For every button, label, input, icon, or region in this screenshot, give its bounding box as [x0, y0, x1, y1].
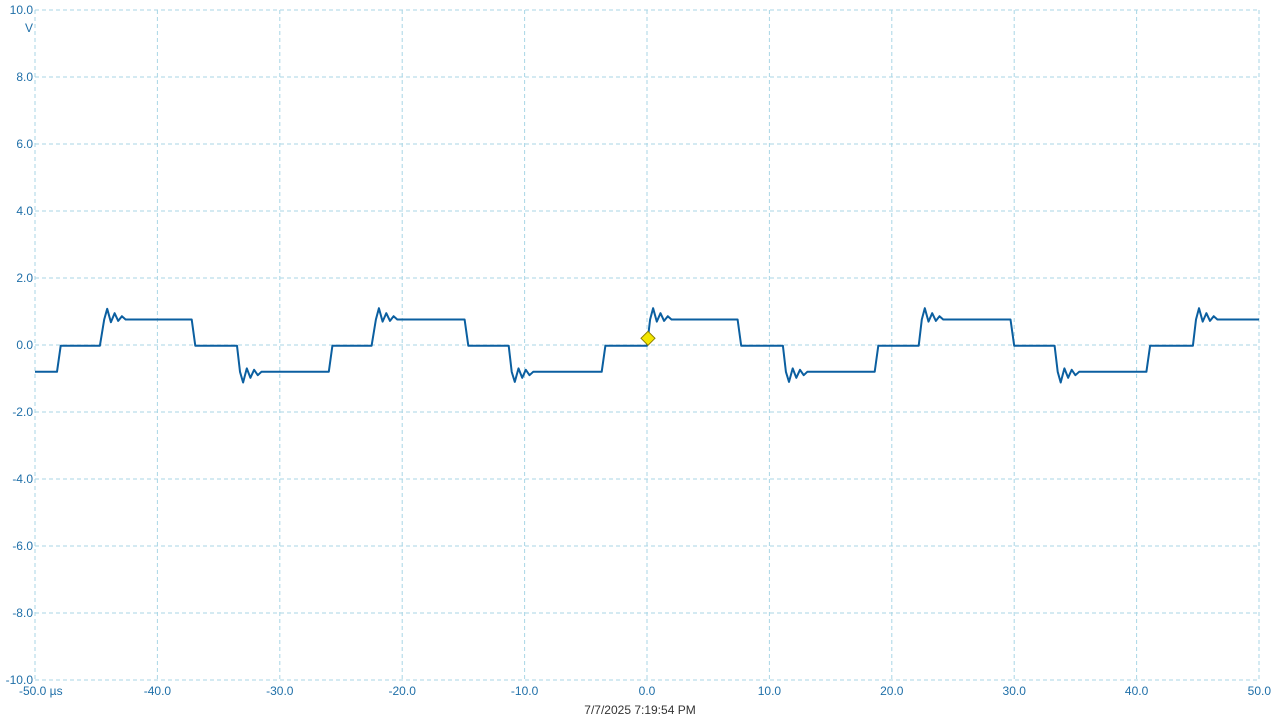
x-tick-label: -10.0	[511, 684, 539, 698]
x-tick-label: 30.0	[1003, 684, 1027, 698]
x-tick-label: -20.0	[389, 684, 417, 698]
marker-layer	[640, 330, 656, 347]
x-tick-label: -50.0 µs	[19, 684, 63, 698]
timestamp: 7/7/2025 7:19:54 PM	[584, 703, 695, 717]
x-tick-label: 50.0	[1248, 684, 1272, 698]
x-tick-label: 40.0	[1125, 684, 1149, 698]
x-tick-label: 0.0	[639, 684, 656, 698]
trace-layer	[35, 307, 1259, 384]
series-line	[35, 307, 1259, 384]
y-tick-label: 8.0	[16, 70, 33, 84]
x-tick-label: 20.0	[880, 684, 904, 698]
x-tick-labels: -50.0 µs -40.0 -30.0 -20.0 -10.0 0.0 10.0 20.0 3…	[19, 684, 1271, 698]
y-tick-label: -6.0	[12, 539, 33, 553]
y-tick-label: -4.0	[12, 472, 33, 486]
y-unit-label: V	[25, 21, 33, 35]
y-tick-label: -10.0	[6, 673, 34, 687]
x-tick-label: -40.0	[144, 684, 172, 698]
y-tick-label: 6.0	[16, 137, 33, 151]
x-tick-label: 10.0	[758, 684, 782, 698]
y-tick-label: 10.0	[10, 3, 34, 17]
grid	[34, 9, 1260, 681]
y-tick-label: -8.0	[12, 606, 33, 620]
y-tick-label: 2.0	[16, 271, 33, 285]
x-tick-label: -30.0	[266, 684, 294, 698]
y-tick-labels: 10.0 8.0 6.0 4.0 2.0 0.0 -2.0 -4.0 -6.0 -8.0 -10.0	[6, 3, 34, 687]
y-tick-label: 0.0	[16, 338, 33, 352]
trigger-marker-icon[interactable]	[640, 330, 656, 347]
y-tick-label: -2.0	[12, 405, 33, 419]
y-tick-label: 4.0	[16, 204, 33, 218]
